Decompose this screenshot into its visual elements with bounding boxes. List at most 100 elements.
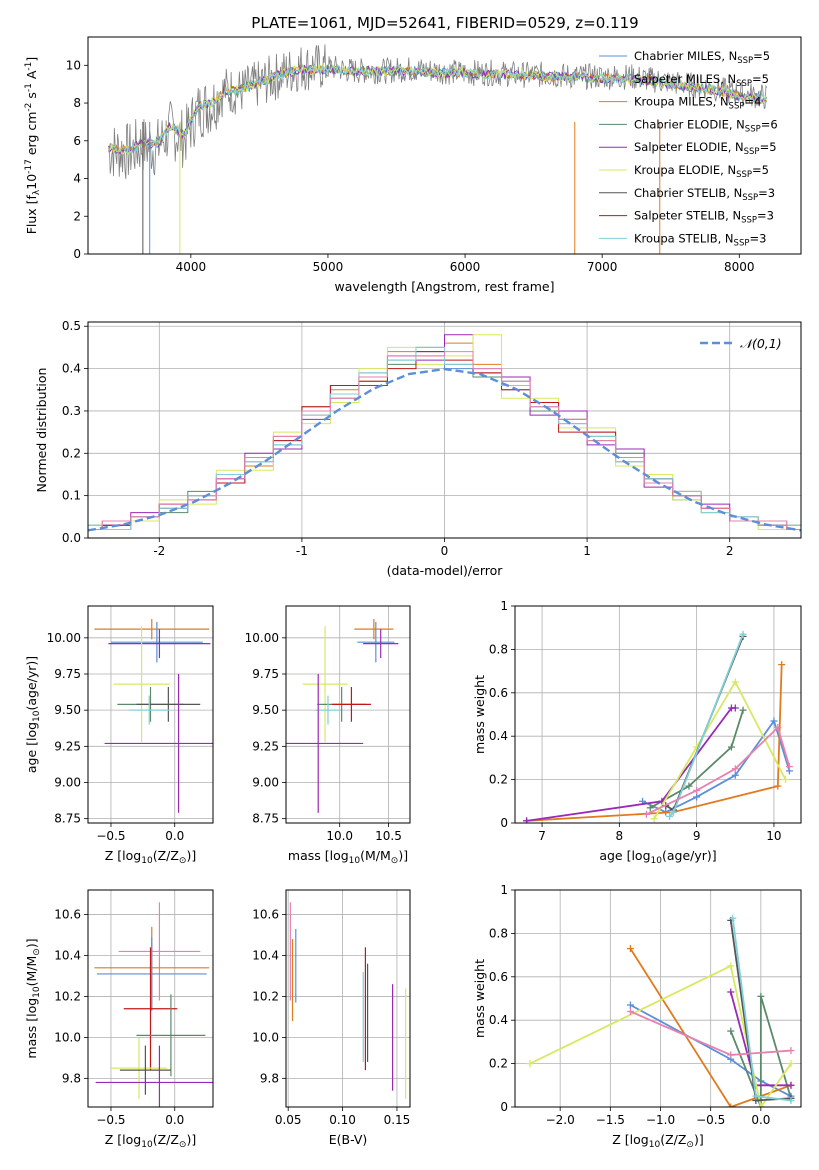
legend-entry: 𝒩(0,1) — [740, 336, 782, 351]
x-tick-label: 0.0 — [751, 1113, 770, 1127]
axes-frame — [87, 36, 802, 255]
model-spectrum-line — [108, 63, 768, 155]
legend-entry: Salpeter MILES, NSSP=5 — [634, 72, 769, 89]
legend-label: Chabrier MILES, N — [634, 49, 737, 63]
y-tick-label: 9.8 — [260, 1071, 279, 1085]
plot-area — [286, 619, 399, 813]
y-tick-label: 10.0 — [252, 1030, 279, 1044]
legend-sub: SSP — [742, 193, 758, 203]
x-tick-label: −0.5 — [96, 829, 125, 843]
legend-sub: SSP — [736, 79, 752, 89]
panel-mass-vs-ebv: 0.05 0.10 0.15 9.8 10.0 10.2 10.4 10.6 E(B-V) — [252, 889, 411, 1147]
y-tick-label: 0.0 — [62, 531, 81, 545]
x-axis-label: age [log10(age/yr)] — [599, 848, 716, 866]
y-tick-label: 0 — [500, 1100, 508, 1114]
legend-suffix: =5 — [760, 140, 777, 154]
x-tick-label: 10.5 — [375, 829, 402, 843]
legend-suffix: =5 — [753, 49, 770, 63]
legend-entry: Chabrier STELIB, NSSP=3 — [634, 186, 775, 203]
legend-suffix: =5 — [752, 72, 769, 86]
y-tick-label: 0.8 — [489, 642, 508, 656]
y-tick-label: 10.00 — [245, 631, 279, 645]
y-tick-label: 9.25 — [252, 739, 279, 753]
y-tick-label: 9.00 — [54, 775, 81, 789]
panel-residuals: -2 -1 0 1 2 0.0 0.1 0.2 0.3 0.4 0.5 (data-model)/er… — [34, 319, 802, 578]
legend-suffix: =3 — [758, 186, 775, 200]
x-tick-label: −1.5 — [596, 1113, 625, 1127]
x-tick-label: 7 — [538, 829, 546, 843]
x-tick-label: 1 — [583, 544, 591, 558]
weight-series-line — [731, 918, 792, 1102]
y-tick-label: 0.1 — [62, 489, 81, 503]
x-tick-label: 10.0 — [326, 829, 353, 843]
y-tick-label: 2 — [73, 209, 81, 223]
y-tick-label: 9.8 — [62, 1071, 81, 1085]
panel-age-vs-z: −0.5 0.0 8.75 9.00 9.25 9.50 9.75 10.00 Z [log10… — [24, 605, 214, 866]
x-tick-label: -2 — [153, 544, 165, 558]
weight-series-line — [649, 709, 744, 809]
x-axis-label: mass [log10(M/M⊙)] — [288, 848, 408, 866]
y-tick-label: 9.25 — [54, 739, 81, 753]
y-tick-label: 10 — [66, 58, 81, 72]
y-axis-label: Normed distribution — [34, 368, 49, 493]
plot-area — [523, 630, 793, 823]
x-tick-label: 0.15 — [384, 1113, 411, 1127]
y-tick-label: 0.5 — [62, 319, 81, 333]
plot-area — [108, 44, 768, 254]
x-tick-label: 8000 — [724, 260, 755, 274]
legend-label: Salpeter MILES, N — [634, 72, 736, 86]
axes-frame — [87, 889, 214, 1108]
y-axis-label: age [log10(age/yr)] — [24, 656, 42, 773]
y-tick-label: 0.2 — [62, 446, 81, 460]
legend-sub: SSP — [734, 238, 750, 248]
y-axis-label: mass weight — [472, 959, 487, 1038]
weight-series-line — [729, 996, 792, 1107]
plot-area — [289, 902, 407, 1099]
x-tick-label: −0.5 — [96, 1113, 125, 1127]
y-tick-label: 0.6 — [489, 686, 508, 700]
legend-sub: SSP — [745, 124, 761, 134]
x-tick-label: −0.5 — [696, 1113, 725, 1127]
x-axis-label: Z [log10(Z/Z⊙)] — [105, 848, 196, 866]
y-tick-label: 4 — [73, 172, 81, 186]
weight-series-line — [653, 680, 787, 820]
axes-frame — [514, 889, 802, 1108]
observed-spectrum-line — [108, 44, 768, 180]
legend-label: Kroupa MILES, N — [634, 95, 729, 109]
legend-label: Chabrier STELIB, N — [634, 186, 742, 200]
legend-sub: SSP — [737, 56, 753, 66]
x-tick-label: 4000 — [176, 260, 207, 274]
legend-entry: Kroupa ELODIE, NSSP=5 — [634, 163, 769, 180]
y-axis-label: mass [log10(M/M⊙)] — [24, 938, 42, 1058]
legend-suffix: =3 — [749, 231, 766, 245]
y-tick-label: 9.75 — [252, 667, 279, 681]
y-tick-label: 0 — [500, 816, 508, 830]
panel-mass-vs-z: −0.5 0.0 9.8 10.0 10.2 10.4 10.6 Z [log10(Z/Z⊙)… — [24, 889, 214, 1150]
y-tick-label: 0.4 — [489, 1013, 508, 1027]
y-tick-label: 10.2 — [252, 989, 279, 1003]
legend-entry: Chabrier ELODIE, NSSP=6 — [634, 117, 778, 134]
weight-series-line — [668, 633, 744, 818]
y-tick-label: 9.75 — [54, 667, 81, 681]
y-tick-label: 8 — [73, 96, 81, 110]
gaussian-curve — [88, 367, 801, 532]
y-axis-label: mass weight — [472, 675, 487, 754]
x-tick-label: 0.05 — [275, 1113, 302, 1127]
plot-area — [94, 619, 213, 813]
y-axis-label: Flux [fλ10-17 erg cm-2 s-1 A-1] — [24, 57, 42, 235]
model-spectrum-line — [108, 63, 768, 154]
y-tick-label: 10.4 — [252, 949, 279, 963]
legend-entry: Salpeter ELODIE, NSSP=5 — [634, 140, 777, 157]
legend-entry: Salpeter STELIB, NSSP=3 — [634, 209, 774, 226]
y-tick-label: 0.2 — [489, 1057, 508, 1071]
y-tick-label: 8.75 — [54, 812, 81, 826]
legend-sub: SSP — [729, 102, 745, 112]
legend-label: Chabrier ELODIE, N — [634, 117, 745, 131]
legend-entry: Kroupa MILES, NSSP=4 — [634, 95, 761, 112]
x-tick-label: −1.0 — [646, 1113, 675, 1127]
y-tick-label: 0.3 — [62, 404, 81, 418]
axes-frame — [514, 605, 802, 824]
plot-area — [88, 334, 801, 532]
x-tick-label: -1 — [296, 544, 308, 558]
